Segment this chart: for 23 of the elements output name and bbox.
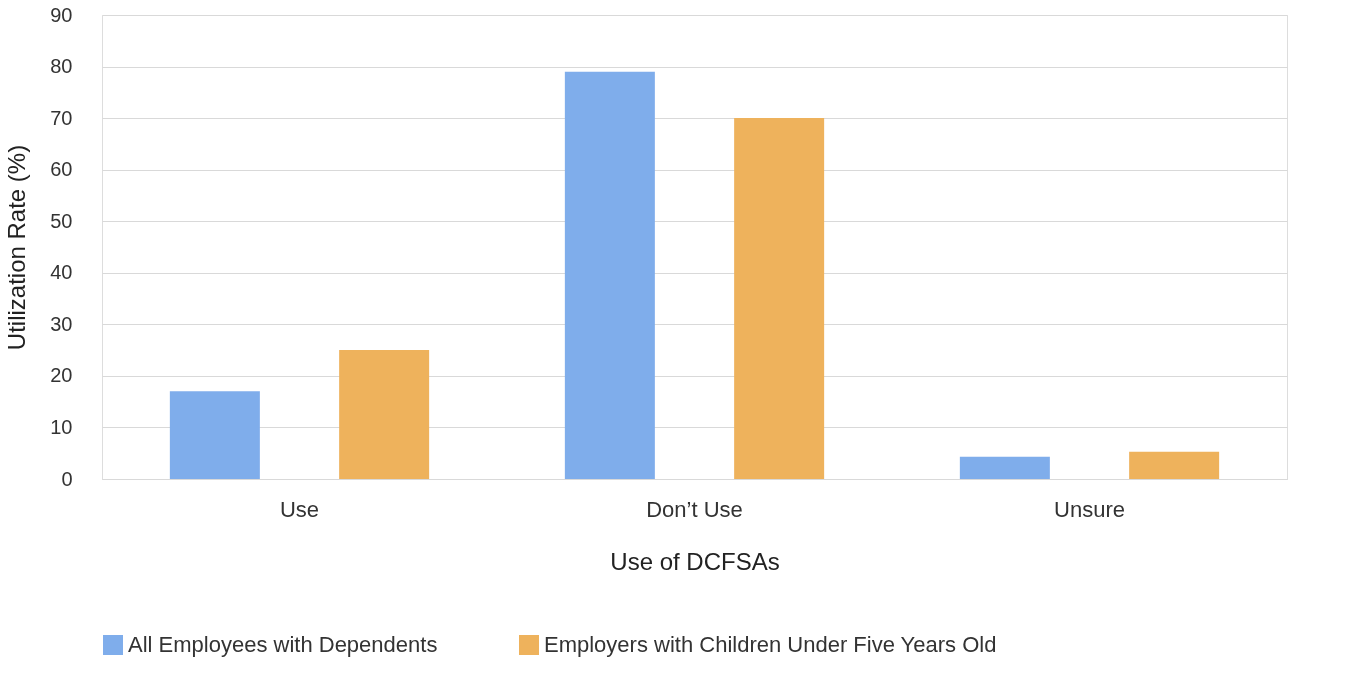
bar xyxy=(169,391,260,479)
legend-label: Employers with Children Under Five Years Old xyxy=(544,632,997,657)
y-axis-title: Utilization Rate (%) xyxy=(3,144,31,351)
legend-label: All Employees with Dependents xyxy=(128,632,438,657)
bar xyxy=(339,350,430,479)
y-tick-label: 90 xyxy=(50,3,73,26)
y-tick-label: 60 xyxy=(50,158,73,181)
x-axis-title: Use of DCFSAs xyxy=(610,547,780,575)
y-tick-label: 0 xyxy=(61,467,73,490)
bar xyxy=(734,118,825,479)
x-tick-label: Unsure xyxy=(1054,496,1125,522)
x-tick-label: Use xyxy=(279,496,320,522)
y-tick-label: 40 xyxy=(50,261,73,284)
y-tick-label: 80 xyxy=(50,55,73,78)
y-tick-label: 50 xyxy=(50,209,73,232)
bar xyxy=(564,71,655,479)
bar xyxy=(1129,451,1220,479)
x-tick-label: Don’t Use xyxy=(646,496,743,522)
y-tick-label: 10 xyxy=(50,415,73,438)
y-tick-label: 70 xyxy=(50,106,73,129)
y-tick-label: 30 xyxy=(50,312,73,335)
y-tick-label: 20 xyxy=(50,364,73,387)
bar xyxy=(959,456,1050,479)
